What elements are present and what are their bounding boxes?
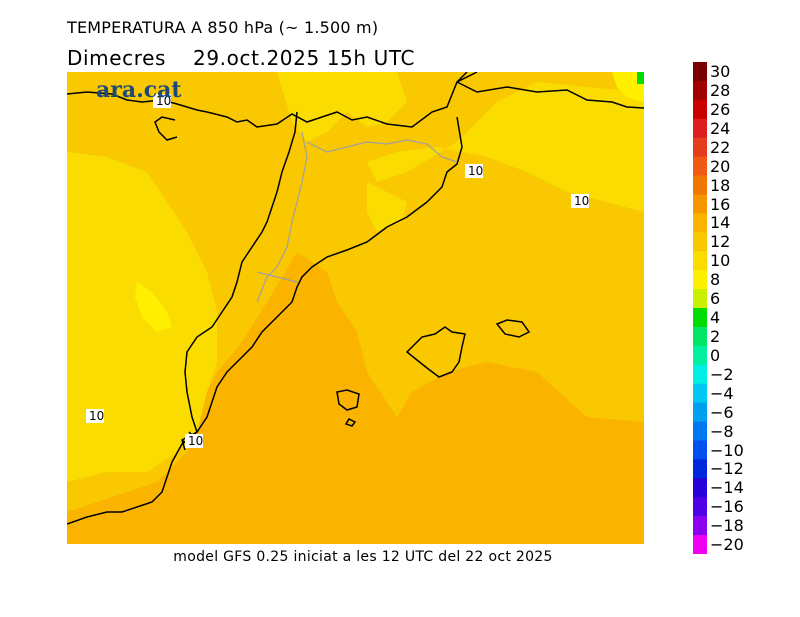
isoline-label-bg <box>153 94 171 108</box>
color-scale-swatch <box>693 364 707 385</box>
isoline-labels: 10 10 10 10 10 <box>86 94 589 448</box>
island-formentera <box>344 418 357 427</box>
color-scale-swatch <box>693 194 707 214</box>
color-scale-label: −2 <box>710 364 734 384</box>
isoline-label-bg <box>185 434 203 448</box>
field-light-yellow-center <box>367 182 407 232</box>
color-scale-swatch <box>693 80 707 101</box>
color-scale-label: 12 <box>710 232 731 252</box>
border-catalonia-north <box>306 139 458 163</box>
temperature-map: 10 10 10 10 10 ara.cat <box>67 72 644 544</box>
coastline-north-bay <box>154 116 178 141</box>
forecast-weekday: Dimecres <box>67 46 167 70</box>
color-scale-swatch <box>693 118 707 139</box>
color-scale-label: −4 <box>710 383 734 403</box>
isoline-label-bg <box>571 194 589 208</box>
ara-cat-logo: ara.cat <box>96 77 182 103</box>
isoline-label-valencia: 10 <box>188 434 203 448</box>
color-scale-swatch <box>693 232 707 252</box>
color-scale-label: 22 <box>710 137 731 157</box>
color-scale-swatch <box>693 402 707 423</box>
color-scale-label: 20 <box>710 156 731 176</box>
color-scale-swatch <box>693 440 707 460</box>
color-scale-label: 0 <box>710 345 721 365</box>
color-scale-label: −8 <box>710 421 734 441</box>
color-scale-label: −14 <box>710 478 744 498</box>
island-ibiza <box>336 389 360 411</box>
color-scale-label: −16 <box>710 497 744 517</box>
color-scale-label: −6 <box>710 402 734 422</box>
color-scale-label: 26 <box>710 99 731 119</box>
color-scale-label: −10 <box>710 440 744 460</box>
color-scale-label: −20 <box>710 535 744 555</box>
color-scale-swatch <box>693 345 707 366</box>
field-bright-yellow-corner <box>612 72 644 102</box>
color-scale-swatch <box>693 421 707 441</box>
color-scale-swatch <box>693 497 707 517</box>
field-green-corner <box>637 72 644 84</box>
color-scale-swatch <box>693 99 707 120</box>
isoline-label-bg <box>86 409 104 423</box>
color-scale-swatch <box>693 213 707 233</box>
map-subtitle: Dimecres 29.oct.2025 15h UTC <box>67 46 415 70</box>
island-mallorca <box>405 326 466 378</box>
color-scale-label: 6 <box>710 289 721 309</box>
field-light-yellow-north <box>277 72 407 142</box>
color-scale-swatch <box>693 270 707 290</box>
isoline-label-east: 10 <box>574 194 589 208</box>
border-northeast <box>456 81 644 109</box>
field-light-yellow-east <box>367 82 644 212</box>
map-title: TEMPERATURA A 850 hPa (~ 1.500 m) <box>67 18 379 37</box>
map-canvas: 10 10 10 10 10 ara.cat <box>67 72 644 544</box>
isoline-label-nw: 10 <box>156 94 171 108</box>
isoline-label-bg <box>465 164 483 178</box>
color-scale-label: −12 <box>710 459 744 479</box>
color-scale-swatch <box>693 62 707 82</box>
color-scale-labels: 30 28 26 24 22 20 18 16 14 12 10 8 6 4 2 0 −2 −4 −6 −8 −10 −1… <box>710 62 790 554</box>
color-scale-swatch <box>693 535 707 554</box>
color-scale-label: 30 <box>710 62 731 81</box>
border-west <box>181 111 298 451</box>
isoline-label-ne: 10 <box>468 164 483 178</box>
isoline-label-sw: 10 <box>89 409 104 423</box>
color-scale-swatch <box>693 251 707 271</box>
internal-borders <box>256 131 458 303</box>
color-scale-bar <box>693 62 707 554</box>
color-scale-swatch <box>693 459 707 479</box>
color-scale-label: 4 <box>710 308 721 327</box>
border-catalonia-aragon <box>256 131 308 303</box>
color-scale-swatch <box>693 289 707 309</box>
color-scale-swatch <box>693 156 707 177</box>
color-scale-swatch <box>693 308 707 328</box>
color-scale-label: 8 <box>710 270 721 290</box>
color-scale-swatch <box>693 516 707 536</box>
color-scale-label: −18 <box>710 516 744 536</box>
color-scale-label: 10 <box>710 251 731 271</box>
island-menorca <box>495 319 531 338</box>
color-scale-label: 14 <box>710 213 731 233</box>
color-scale-svg <box>693 62 707 554</box>
color-scale-label: 2 <box>710 326 721 346</box>
color-scale-swatch <box>693 137 707 158</box>
forecast-datetime: 29.oct.2025 15h UTC <box>193 46 416 70</box>
field-bright-yellow-spot <box>135 282 172 332</box>
color-scale-label: 24 <box>710 118 731 138</box>
color-scale-label: 16 <box>710 194 731 214</box>
model-footer: model GFS 0.25 iniciat a les 12 UTC del … <box>173 549 553 565</box>
field-yellow <box>67 72 644 512</box>
coastline-france-catalonia <box>67 72 478 525</box>
color-scale-label: 18 <box>710 175 731 195</box>
color-scale-swatch <box>693 383 707 404</box>
border-valencia <box>256 271 298 283</box>
color-scale-swatch <box>693 326 707 347</box>
color-scale-swatch <box>693 175 707 195</box>
color-scale-label: 28 <box>710 80 731 100</box>
color-scale-swatch <box>693 478 707 498</box>
